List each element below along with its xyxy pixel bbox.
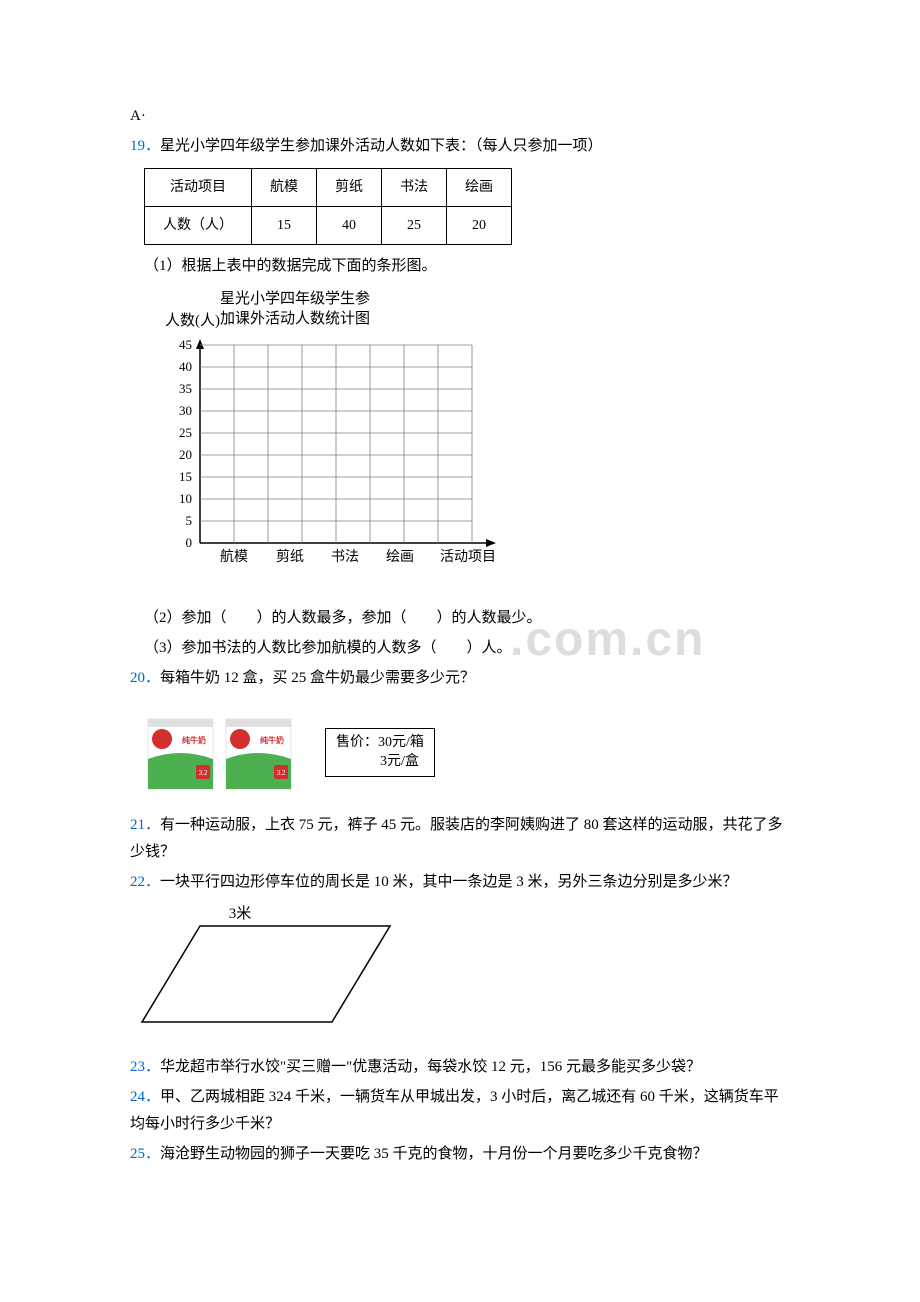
q19-sub2: （2）参加（ ）的人数最多，参加（ ）的人数最少。	[144, 605, 790, 632]
ytick: 25	[179, 425, 192, 440]
question-number: 19．	[130, 138, 160, 154]
question-19: 19．星光小学四年级学生参加课外活动人数如下表：（每人只参加一项）	[130, 133, 790, 160]
xtick: 绘画	[386, 549, 414, 565]
question-number: 22．	[130, 874, 160, 890]
question-21: 21．有一种运动服，上衣 75 元，裤子 45 元。服装店的李阿姨购进了 80 …	[130, 812, 790, 866]
q19-sub3: （3）参加书法的人数比参加航模的人数多（ ）人。	[144, 635, 790, 662]
table-cell: 人数（人）	[145, 207, 252, 245]
question-text: 每箱牛奶 12 盒，买 25 盒牛奶最少需要多少元？	[160, 670, 475, 686]
table-cell: 绘画	[447, 169, 512, 207]
table-cell: 活动项目	[145, 169, 252, 207]
chart-title-2: 加课外活动人数统计图	[220, 311, 370, 327]
question-number: 24．	[130, 1089, 160, 1105]
question-24: 24．甲、乙两城相距 324 千米，一辆货车从甲城出发，3 小时后，离乙城还有 …	[130, 1084, 790, 1138]
ytick: 35	[179, 381, 192, 396]
ytick: 5	[186, 513, 193, 528]
milk-image: 纯牛奶 3.2 纯牛奶 3.2	[140, 707, 295, 797]
table-cell: 书法	[382, 169, 447, 207]
table-row: 活动项目 航模 剪纸 书法 绘画	[145, 169, 512, 207]
ytick: 10	[179, 491, 192, 506]
question-text: 华龙超市举行水饺"买三赠一"优惠活动，每袋水饺 12 元，156 元最多能买多少…	[160, 1059, 701, 1075]
table-row: 人数（人） 15 40 25 20	[145, 207, 512, 245]
ytick: 40	[179, 359, 192, 374]
ytick: 45	[179, 337, 192, 352]
question-text: 甲、乙两城相距 324 千米，一辆货车从甲城出发，3 小时后，离乙城还有 60 …	[130, 1089, 779, 1132]
svg-text:纯牛奶: 纯牛奶	[260, 735, 284, 745]
chart-title-1: 星光小学四年级学生参	[220, 291, 370, 307]
table-cell: 25	[382, 207, 447, 245]
price-line-1: 售价：30元/箱	[336, 733, 424, 753]
ytick: 15	[179, 469, 192, 484]
question-number: 20．	[130, 670, 160, 686]
ytick: 20	[179, 447, 192, 462]
question-text: 星光小学四年级学生参加课外活动人数如下表：（每人只参加一项）	[160, 138, 603, 154]
parallelogram-diagram: 3米	[140, 904, 790, 1044]
ytick: 0	[186, 535, 193, 550]
question-number: 23．	[130, 1059, 160, 1075]
chart-ylabel: 人数(人)	[165, 313, 220, 329]
question-number: 21．	[130, 817, 160, 833]
svg-text:3.2: 3.2	[199, 769, 208, 777]
svg-text:3.2: 3.2	[277, 769, 286, 777]
price-box: 售价：30元/箱 3元/盒	[325, 728, 435, 777]
table-cell: 航模	[252, 169, 317, 207]
xtick: 书法	[331, 549, 359, 565]
item-a: A·	[130, 103, 790, 130]
diagram-label: 3米	[229, 905, 252, 922]
q19-sub1: （1）根据上表中的数据完成下面的条形图。	[144, 253, 790, 280]
xtick: 剪纸	[276, 549, 304, 565]
svg-text:纯牛奶: 纯牛奶	[182, 735, 206, 745]
table-cell: 20	[447, 207, 512, 245]
table-cell: 15	[252, 207, 317, 245]
question-text: 海沧野生动物园的狮子一天要吃 35 千克的食物，十月份一个月要吃多少千克食物？	[160, 1146, 708, 1162]
price-line-2: 3元/盒	[336, 752, 424, 772]
bar-chart-blank: 人数(人) 星光小学四年级学生参 加课外活动人数统计图	[130, 290, 790, 595]
question-text: 有一种运动服，上衣 75 元，裤子 45 元。服装店的李阿姨购进了 80 套这样…	[130, 817, 783, 860]
question-number: 25．	[130, 1146, 160, 1162]
xtick: 航模	[220, 549, 248, 565]
question-23: 23．华龙超市举行水饺"买三赠一"优惠活动，每袋水饺 12 元，156 元最多能…	[130, 1054, 790, 1081]
question-text: 一块平行四边形停车位的周长是 10 米，其中一条边是 3 米，另外三条边分别是多…	[160, 874, 738, 890]
chart-svg: 45 40 35 30 25 20 15 10 5 0 航模 剪纸 书法 绘画 …	[150, 335, 510, 585]
question-22: 22．一块平行四边形停车位的周长是 10 米，其中一条边是 3 米，另外三条边分…	[130, 869, 790, 896]
question-20: 20．每箱牛奶 12 盒，买 25 盒牛奶最少需要多少元？	[130, 665, 790, 692]
table-cell: 剪纸	[317, 169, 382, 207]
question-25: 25．海沧野生动物园的狮子一天要吃 35 千克的食物，十月份一个月要吃多少千克食…	[130, 1141, 790, 1168]
xtick: 活动项目	[440, 549, 496, 565]
ytick: 30	[179, 403, 192, 418]
milk-row: 纯牛奶 3.2 纯牛奶 3.2 售价：30元/箱 3元/盒	[140, 707, 790, 797]
table-cell: 40	[317, 207, 382, 245]
activity-table: 活动项目 航模 剪纸 书法 绘画 人数（人） 15 40 25 20	[144, 168, 512, 245]
